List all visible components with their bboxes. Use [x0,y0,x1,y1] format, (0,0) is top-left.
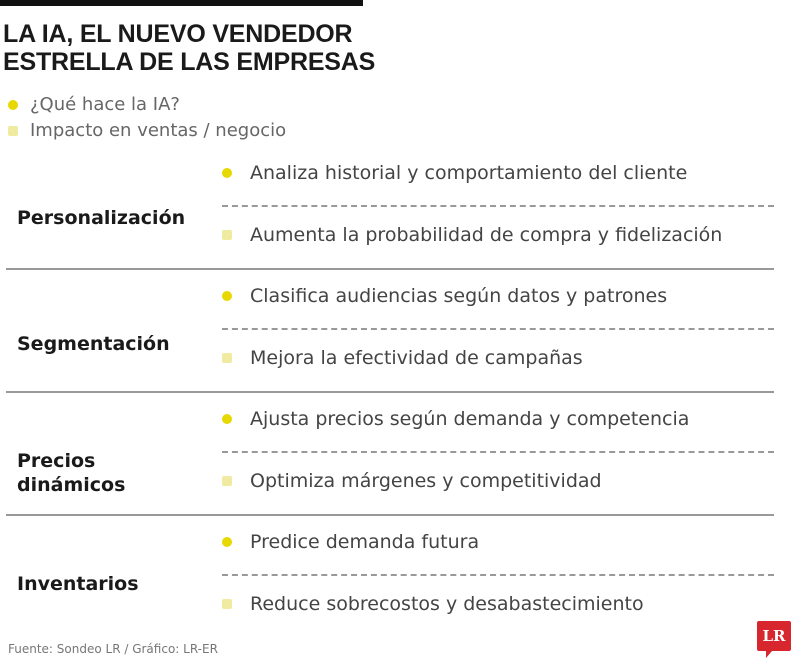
dashed-divider [222,328,774,330]
what-text: Clasifica audiencias según datos y patro… [250,285,668,307]
title-line-1: LA IA, EL NUEVO VENDEDOR [3,20,353,48]
yellow-circle-icon [222,414,232,424]
legend-label: ¿Qué hace la IA? [30,94,180,115]
category-label: Inventarios [17,573,139,595]
impact-item: Optimiza márgenes y competitividad [222,470,602,492]
impact-item: Aumenta la probabilidad de compra y fide… [222,224,722,246]
category-label: Personalización [17,207,186,229]
impact-text: Optimiza márgenes y competitividad [250,470,602,492]
yellow-circle-icon [222,537,232,547]
row-inventarios: Inventarios Predice demanda futura Reduc… [6,517,774,637]
title-line-2: ESTRELLA DE LAS EMPRESAS [3,48,376,76]
yellow-circle-icon [8,100,18,110]
impact-text: Mejora la efectividad de campañas [250,347,583,369]
pale-square-icon [222,230,232,240]
pale-square-icon [222,476,232,486]
row-precios-dinamicos: Precios dinámicos Ajusta precios según d… [6,394,774,516]
what-text: Predice demanda futura [250,531,480,553]
dashed-divider [222,574,774,576]
legend-label: Impacto en ventas / negocio [30,120,287,141]
what-item: Predice demanda futura [222,531,479,553]
what-item: Ajusta precios según demanda y competenc… [222,408,689,430]
yellow-circle-icon [222,168,232,178]
category-label: Segmentación [17,333,170,355]
category-label: Precios dinámicos [17,450,126,496]
legend-item-impact: Impacto en ventas / negocio [8,118,286,144]
impact-item: Mejora la efectividad de campañas [222,347,583,369]
source-note: Fuente: Sondeo LR / Gráfico: LR-ER [8,642,218,656]
top-bar [0,0,363,6]
impact-item: Reduce sobrecostos y desabastecimiento [222,593,644,615]
impact-text: Reduce sobrecostos y desabastecimiento [250,593,644,615]
page-title: LA IA, EL NUEVO VENDEDOR ESTRELLA DE LAS… [3,20,375,76]
pale-square-icon [222,599,232,609]
legend: ¿Qué hace la IA? Impacto en ventas / neg… [8,92,286,144]
row-personalizacion: Personalización Analiza historial y comp… [6,148,774,270]
dashed-divider [222,205,774,207]
pale-square-icon [222,353,232,363]
what-item: Analiza historial y comportamiento del c… [222,162,687,184]
what-item: Clasifica audiencias según datos y patro… [222,285,667,307]
dashed-divider [222,451,774,453]
yellow-circle-icon [222,291,232,301]
legend-item-what: ¿Qué hace la IA? [8,92,286,118]
lr-logo: LR [757,621,791,658]
pale-square-icon [8,126,18,136]
what-text: Ajusta precios según demanda y competenc… [250,408,690,430]
impact-text: Aumenta la probabilidad de compra y fide… [250,224,723,246]
what-text: Analiza historial y comportamiento del c… [250,162,688,184]
row-segmentacion: Segmentación Clasifica audiencias según … [6,271,774,393]
